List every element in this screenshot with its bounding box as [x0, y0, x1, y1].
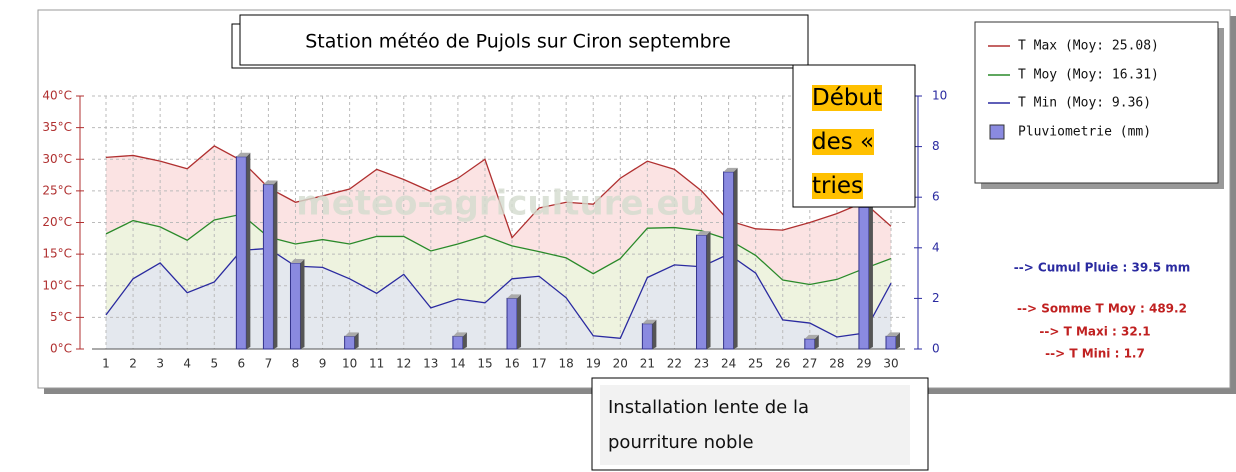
bar	[804, 338, 816, 350]
y-tick-label: 30°C	[42, 152, 72, 166]
bar	[235, 156, 247, 350]
x-tick-label: 6	[238, 357, 246, 371]
bar-top	[236, 152, 251, 157]
x-tick-label: 21	[640, 357, 655, 371]
annotation: Début des « tries	[812, 76, 894, 208]
x-tick-label: 7	[265, 357, 273, 371]
bar-top	[886, 332, 900, 337]
x-tick-label: 8	[292, 357, 300, 371]
x-tick-label: 29	[856, 357, 871, 371]
bar-top	[642, 319, 657, 324]
x-tick-label: 16	[504, 357, 519, 371]
x-tick-label: 17	[531, 357, 546, 371]
legend-label: T Moy (Moy: 16.31)	[1018, 68, 1159, 83]
x-tick-label: 26	[775, 357, 790, 371]
x-tick-label: 24	[721, 357, 736, 371]
annotation-fill	[600, 385, 910, 465]
x-tick-label: 12	[396, 357, 411, 371]
legend-label: T Min (Moy: 9.36)	[1018, 96, 1151, 111]
x-tick-label: 9	[319, 357, 327, 371]
bar-top	[452, 332, 467, 337]
bar-top	[723, 167, 738, 172]
stat: --> T Maxi : 32.1	[1039, 325, 1150, 339]
bar-side	[652, 319, 657, 349]
bar-side	[733, 167, 738, 349]
x-tick-label: 18	[559, 357, 574, 371]
bar	[641, 323, 653, 350]
bar	[344, 335, 356, 350]
x-tick-label: 5	[210, 357, 218, 371]
bar-top	[507, 294, 522, 299]
x-tick-label: 20	[613, 357, 628, 371]
x-tick-label: 13	[423, 357, 438, 371]
bar-side	[273, 180, 278, 349]
y-tick-label: 20°C	[42, 215, 72, 229]
y-tick-label: 10°C	[42, 278, 72, 292]
bar-top	[344, 332, 359, 337]
bar	[452, 335, 464, 350]
x-tick-label: 2	[129, 357, 137, 371]
bar-side	[517, 294, 522, 349]
chart-title: Station météo de Pujols sur Ciron septem…	[305, 31, 731, 53]
legend-label: Pluviometrie (mm)	[1018, 125, 1151, 140]
legend	[974, 21, 1219, 184]
annotation: Installation lente de la pourriture nobl…	[608, 397, 810, 453]
x-tick-label: 1	[102, 357, 110, 371]
bar-side	[462, 332, 467, 349]
x-tick-label: 30	[883, 357, 898, 371]
bar-top	[804, 334, 819, 339]
y-tick-label: 15°C	[42, 247, 72, 261]
x-tick-label: 19	[586, 357, 601, 371]
bar-side	[246, 152, 251, 349]
y2-tick-label: 0	[932, 342, 940, 356]
x-tick-label: 27	[802, 357, 817, 371]
x-tick-label: 11	[369, 357, 384, 371]
bar-top	[290, 258, 305, 263]
bar	[262, 184, 274, 350]
title-box	[239, 14, 809, 66]
stat: --> T Mini : 1.7	[1045, 347, 1145, 361]
y2-tick-label: 2	[932, 291, 940, 305]
y-tick-label: 0°C	[50, 342, 72, 356]
bar	[506, 297, 518, 350]
x-tick-label: 15	[477, 357, 492, 371]
bar-top	[263, 180, 278, 185]
y2-tick-label: 4	[932, 240, 940, 254]
bar	[289, 262, 301, 350]
y-tick-label: 5°C	[50, 310, 72, 324]
y2-tick-label: 8	[932, 139, 940, 153]
bar-side	[868, 203, 873, 349]
y2-tick-label: 10	[932, 89, 947, 103]
x-tick-label: 25	[748, 357, 763, 371]
x-tick-label: 23	[694, 357, 709, 371]
x-tick-label: 4	[183, 357, 191, 371]
bar-side	[814, 334, 819, 349]
bar-side	[300, 258, 305, 349]
bar	[885, 335, 897, 350]
y-tick-label: 40°C	[42, 89, 72, 103]
bar-side	[706, 231, 711, 349]
bar-side	[354, 332, 359, 349]
bar	[723, 171, 735, 350]
legend-label: T Max (Moy: 25.08)	[1018, 39, 1159, 54]
x-tick-label: 10	[342, 357, 357, 371]
x-tick-label: 28	[829, 357, 844, 371]
x-tick-label: 22	[667, 357, 682, 371]
stat: --> Somme T Moy : 489.2	[1017, 302, 1187, 316]
y-tick-label: 25°C	[42, 183, 72, 197]
x-tick-label: 3	[156, 357, 164, 371]
bar	[858, 206, 870, 350]
watermark: meteo-agriculture.eu	[296, 184, 703, 224]
annotation-text: Début des « tries	[812, 85, 883, 199]
bar-side	[896, 332, 900, 349]
x-tick-label: 14	[450, 357, 465, 371]
bar-top	[696, 231, 711, 236]
bar	[696, 234, 708, 350]
y-tick-label: 35°C	[42, 120, 72, 134]
y2-tick-label: 6	[932, 190, 940, 204]
legend-swatch	[989, 124, 1005, 140]
stat: --> Cumul Pluie : 39.5 mm	[1014, 261, 1191, 275]
